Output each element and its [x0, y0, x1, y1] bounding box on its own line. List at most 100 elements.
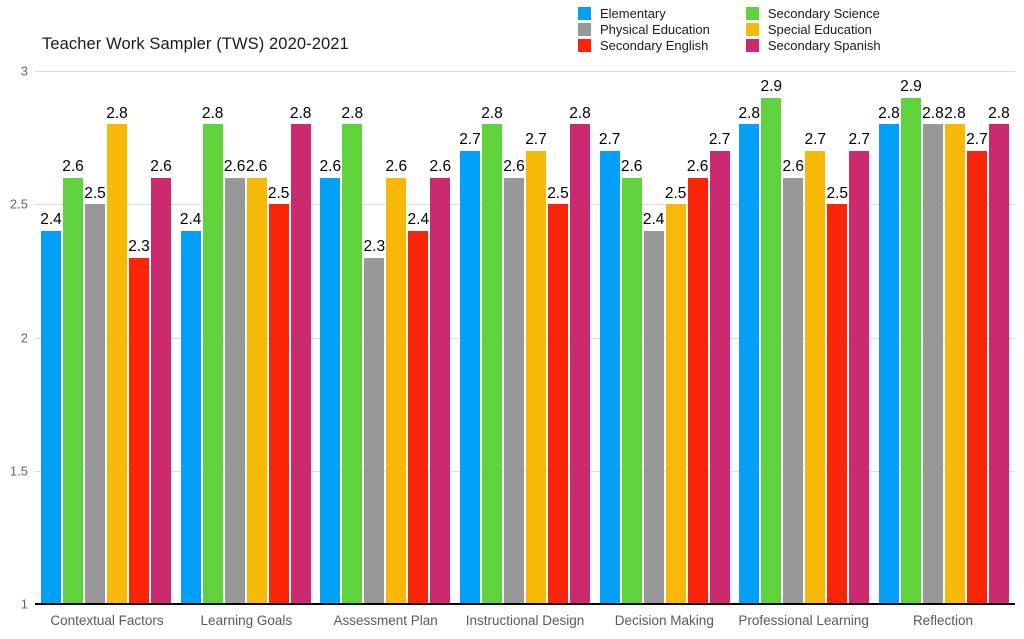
bar-value-label: 2.5	[84, 184, 106, 202]
bar-item: 2.7	[966, 71, 988, 604]
bar-secondary-science	[761, 97, 782, 604]
bar-elementary	[41, 230, 61, 604]
bar-value-label: 2.6	[686, 158, 709, 176]
bar-item: 2.5	[268, 71, 289, 604]
bar-special-education	[525, 150, 546, 604]
bar-value-label: 2.8	[106, 104, 128, 122]
bar-value-label: 2.5	[664, 184, 687, 202]
bar-group-decision-making: 2.7 2.6 2.4 2.5 2.6 2.7	[598, 71, 730, 604]
bar-item: 2.3	[128, 71, 150, 604]
bar-value-label: 2.8	[922, 104, 944, 122]
bar-secondary-science	[900, 97, 921, 604]
y-tick-label: 2.5	[9, 196, 28, 212]
x-axis-line	[35, 603, 1015, 605]
legend-label: Secondary Spanish	[767, 38, 881, 53]
bar-item: 2.8	[481, 71, 503, 604]
bar-secondary-science	[63, 177, 83, 604]
legend-swatch-secondary-english-icon	[578, 39, 591, 52]
bar-special-education	[944, 124, 965, 604]
bar-item: 2.7	[848, 71, 871, 604]
gridline	[35, 204, 1015, 206]
legend-column: Elementary Physical Education Secondary En…	[578, 7, 710, 52]
bar-elementary	[739, 124, 760, 604]
x-category-label: Assessment Plan	[333, 613, 438, 628]
bar-secondary-spanish	[709, 150, 730, 604]
bar-elementary	[878, 124, 899, 604]
bar-value-label: 2.8	[569, 104, 591, 122]
bar-special-education	[107, 124, 127, 604]
legend-item-elementary: Elementary	[578, 7, 710, 20]
bar-special-education	[386, 177, 407, 604]
bar-item: 2.9	[760, 71, 783, 604]
bar-secondary-science	[202, 124, 223, 604]
legend-column: Secondary Science Special Education Second…	[745, 6, 881, 53]
bar-item: 2.3	[363, 71, 386, 604]
legend-swatch-elementary-icon	[578, 7, 591, 20]
legend-swatch-secondary-science-icon	[745, 7, 759, 20]
bar-value-label: 2.6	[429, 158, 452, 176]
bar-value-label: 2.9	[760, 78, 783, 96]
bar-value-label: 2.4	[40, 211, 62, 229]
bar-value-label: 2.6	[503, 158, 525, 176]
bar-value-label: 2.7	[459, 131, 481, 149]
bar-item: 2.6	[686, 71, 709, 604]
bar-elementary	[180, 230, 201, 604]
bar-value-label: 2.7	[804, 131, 827, 149]
bar-item: 2.6	[320, 71, 341, 604]
legend-item-secondary-spanish: Secondary Spanish	[745, 38, 881, 53]
bar-value-label: 2.6	[620, 158, 643, 176]
bar-value-label: 2.7	[966, 131, 988, 149]
bar-group-instructional-design: 2.7 2.8 2.6 2.7 2.5 2.8	[459, 71, 591, 604]
bar-item: 2.8	[739, 71, 760, 604]
bar-elementary	[459, 150, 480, 604]
x-axis: Contextual Factors Learning Goals Assessme…	[35, 613, 1015, 628]
bar-secondary-spanish	[569, 124, 590, 604]
bar-item: 2.4	[407, 71, 430, 604]
legend-label: Physical Education	[600, 22, 710, 37]
legend-swatch-physical-education-icon	[578, 23, 591, 36]
bar-value-label: 2.7	[525, 131, 547, 149]
bar-secondary-english	[827, 204, 848, 604]
y-tick-label: 1.5	[9, 463, 28, 479]
bar-value-label: 2.7	[598, 131, 621, 149]
bar-secondary-spanish	[430, 177, 451, 604]
bar-value-label: 2.6	[223, 158, 246, 176]
bar-item: 2.7	[459, 71, 481, 604]
bar-value-label: 2.8	[878, 104, 900, 122]
y-tick-label: 1	[20, 596, 28, 612]
bar-item: 2.8	[289, 71, 312, 604]
bar-value-label: 2.4	[179, 211, 202, 229]
bar-secondary-english	[966, 150, 987, 604]
bar-value-label: 2.6	[62, 158, 84, 176]
bar-value-label: 2.8	[988, 104, 1010, 122]
bar-item: 2.6	[620, 71, 643, 604]
x-category-label: Contextual Factors	[50, 613, 164, 628]
bar-item: 2.6	[223, 71, 246, 604]
legend-item-secondary-english: Secondary English	[578, 39, 710, 52]
x-category-label: Reflection	[912, 613, 973, 628]
bar-item: 2.4	[179, 71, 202, 604]
gridline	[35, 470, 1015, 472]
bar-value-label: 2.4	[407, 211, 430, 229]
bar-item: 2.6	[150, 71, 172, 604]
y-axis: 3 2.5 2 1.5 1	[0, 65, 28, 611]
bar-value-label: 2.3	[128, 238, 150, 256]
bar-item: 2.8	[878, 71, 900, 604]
bar-value-label: 2.7	[848, 131, 871, 149]
bar-value-label: 2.8	[289, 104, 312, 122]
bar-physical-education	[364, 257, 385, 604]
gridline	[35, 337, 1015, 339]
bar-physical-education	[503, 177, 524, 604]
gridline	[35, 71, 1015, 72]
bar-item: 2.5	[664, 71, 687, 604]
bar-value-label: 2.8	[481, 104, 503, 122]
x-category-label: Decision Making	[614, 613, 714, 628]
legend-label: Secondary Science	[767, 6, 880, 21]
bar-value-label: 2.6	[782, 158, 805, 176]
bar-secondary-spanish	[849, 150, 870, 604]
bar-value-label: 2.3	[363, 238, 386, 256]
bar-value-label: 2.9	[900, 78, 922, 96]
legend-swatch-special-education-icon	[745, 23, 759, 36]
y-tick-label: 2	[20, 330, 28, 345]
